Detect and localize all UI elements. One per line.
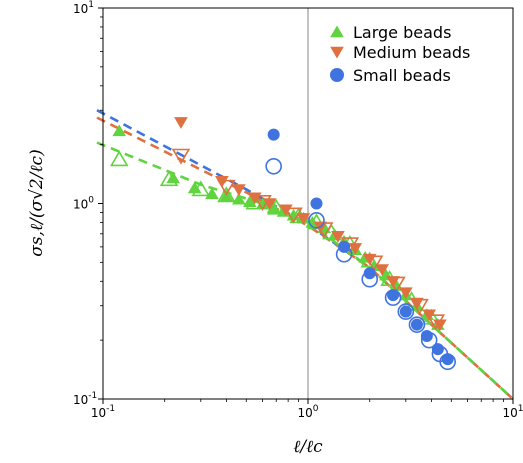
point-medium-filled-10 <box>362 253 377 266</box>
x-tick-label-0: 10-1 <box>91 404 115 420</box>
point-large-open-3 <box>217 186 236 203</box>
point-medium-filled-13 <box>398 287 413 300</box>
point-small-open-1 <box>308 212 325 229</box>
y-axis-label: σs,ℓ/(σ√2/ℓc) <box>27 149 47 256</box>
point-medium-filled-9 <box>348 243 363 255</box>
point-medium-filled-8 <box>331 231 345 243</box>
point-medium-filled-15 <box>422 309 436 322</box>
point-small-filled-1 <box>310 197 323 210</box>
point-medium-filled-12 <box>386 276 400 288</box>
point-medium-filled-6 <box>296 213 311 225</box>
point-small-filled-9 <box>441 353 454 366</box>
point-small-open-0 <box>265 157 282 175</box>
point-large-open-0 <box>109 150 129 167</box>
y-tick-label-0: 10-1 <box>73 391 97 407</box>
data-points-layer <box>109 117 456 371</box>
y-tick-label-2: 101 <box>73 0 94 16</box>
point-medium-filled-14 <box>410 297 424 310</box>
x-axis-label: ℓ/ℓc <box>293 437 323 457</box>
point-small-open-5 <box>397 303 415 320</box>
point-small-filled-4 <box>387 289 400 302</box>
point-medium-filled-4 <box>262 198 277 210</box>
point-medium-open-3 <box>284 207 303 224</box>
point-medium-filled-1 <box>215 176 229 188</box>
point-large-filled-7 <box>255 197 270 210</box>
x-tick-label-2: 101 <box>502 404 523 420</box>
point-large-filled-6 <box>242 195 257 208</box>
point-small-filled-0 <box>267 128 280 141</box>
y-tick-label-1: 100 <box>73 196 94 212</box>
point-medium-filled-2 <box>232 184 246 196</box>
legend-marker-large-beads <box>330 25 344 38</box>
point-small-filled-3 <box>363 267 376 280</box>
legend-label-small-beads: Small beads <box>353 66 451 85</box>
point-medium-filled-16 <box>433 319 447 332</box>
x-tick-label-1: 100 <box>297 404 318 420</box>
point-large-filled-1 <box>166 171 181 184</box>
point-medium-open-0 <box>171 148 191 165</box>
legend-marker-small-beads <box>330 68 344 82</box>
point-large-filled-8 <box>266 201 281 214</box>
point-large-filled-2 <box>187 181 202 194</box>
legend-marker-medium-beads <box>330 46 344 59</box>
legend: Large beads Medium beads Small beads <box>330 23 470 85</box>
point-medium-filled-0 <box>174 117 188 129</box>
point-medium-filled-3 <box>247 192 262 205</box>
point-small-filled-6 <box>410 318 423 331</box>
point-medium-open-1 <box>217 179 236 196</box>
point-small-filled-2 <box>338 240 351 253</box>
point-large-filled-3 <box>205 187 219 200</box>
point-large-filled-0 <box>112 124 127 137</box>
point-small-filled-8 <box>431 343 444 356</box>
point-small-filled-7 <box>420 330 433 343</box>
point-large-filled-10 <box>286 208 301 221</box>
point-medium-filled-5 <box>279 204 293 217</box>
point-small-filled-5 <box>399 305 412 318</box>
legend-label-medium-beads: Medium beads <box>353 43 470 62</box>
point-small-open-6 <box>408 316 426 333</box>
point-large-filled-5 <box>232 192 246 205</box>
point-medium-filled-11 <box>375 264 389 276</box>
legend-label-large-beads: Large beads <box>353 23 451 42</box>
